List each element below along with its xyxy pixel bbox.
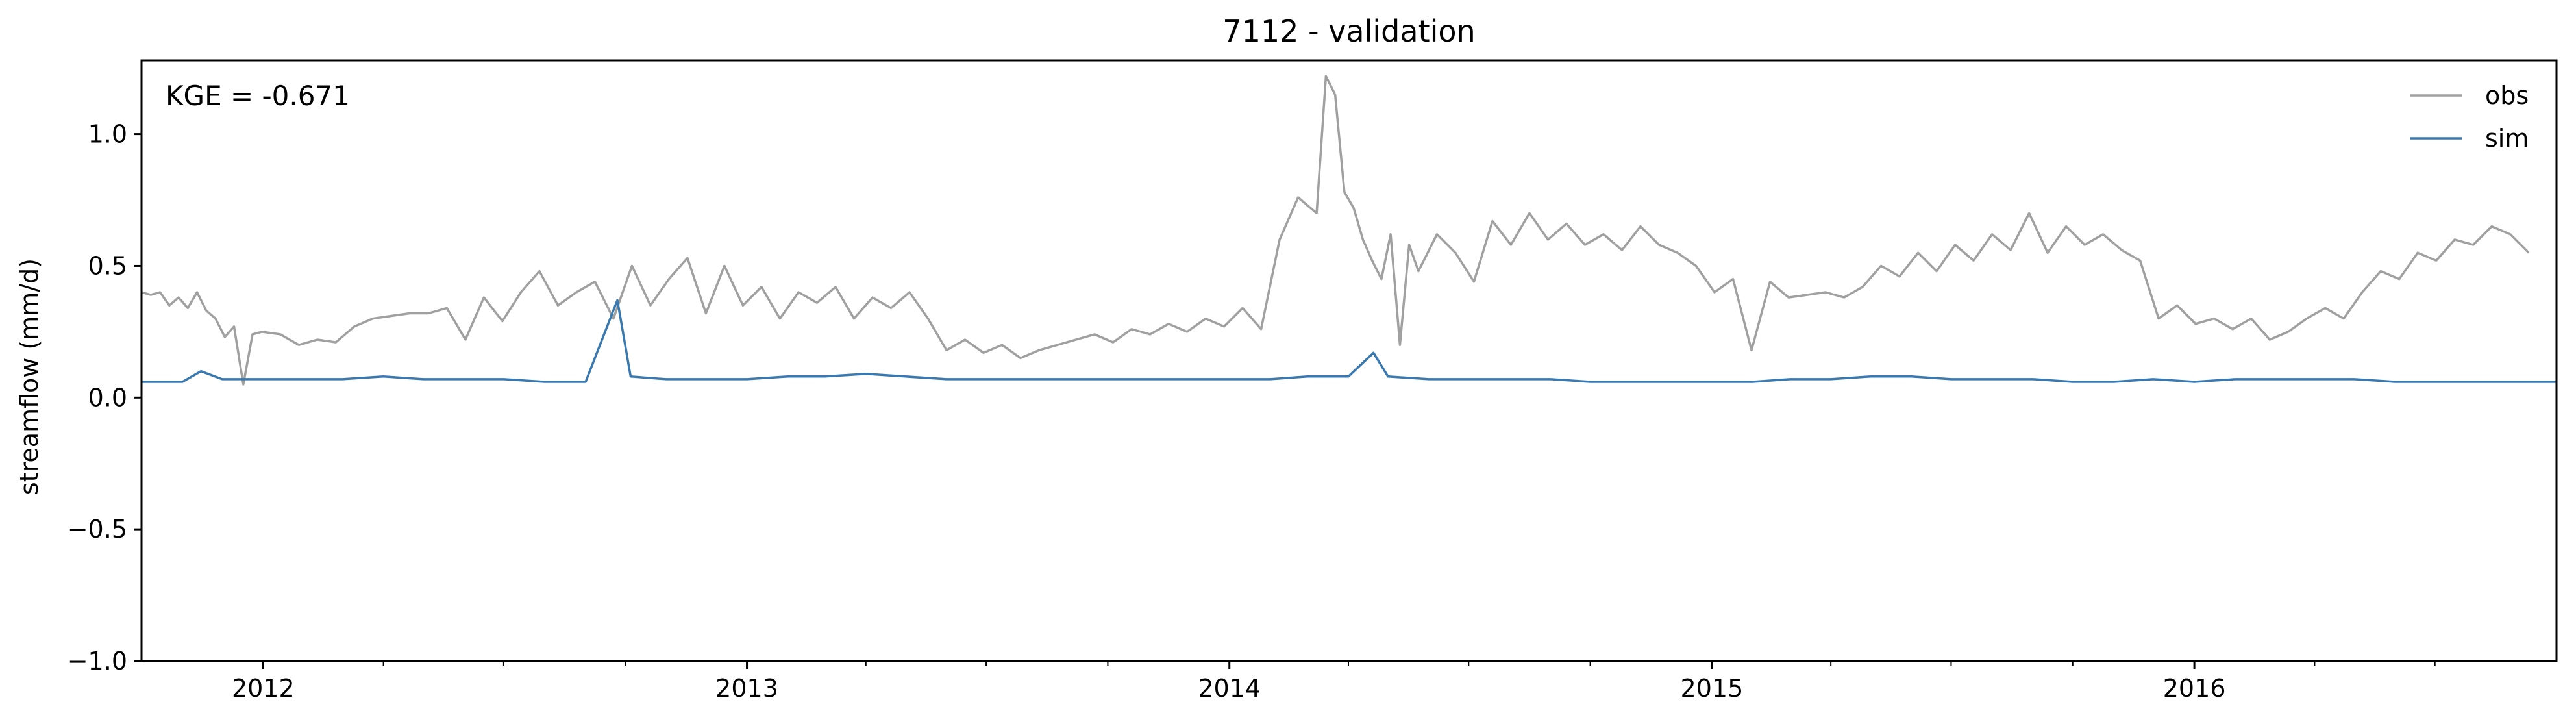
x-tick-label: 2016 (2163, 674, 2226, 703)
plot-frame (140, 59, 2558, 662)
y-tick-label: −0.5 (68, 515, 127, 544)
legend: obs sim (2410, 81, 2529, 153)
y-tick-label: −1.0 (68, 647, 127, 675)
y-axis-label: streamflow (mm/d) (15, 258, 43, 495)
legend-label-obs: obs (2485, 81, 2529, 110)
plot-area (141, 75, 2557, 386)
y-tick-label: 1.0 (88, 120, 127, 149)
y-tick-label: 0.5 (88, 251, 127, 280)
x-tick-label: 2013 (715, 674, 778, 703)
x-tick-label: 2015 (1681, 674, 1744, 703)
x-tick-label: 2012 (232, 674, 295, 703)
chart-title: 7112 - validation (1222, 14, 1475, 49)
y-tick-label: 0.0 (88, 383, 127, 412)
series-line-obs (141, 75, 2530, 386)
kge-annotation: KGE = -0.671 (166, 80, 350, 112)
legend-label-sim: sim (2485, 124, 2529, 153)
series-line-sim (142, 299, 2557, 383)
x-tick-label: 2014 (1198, 674, 1261, 703)
